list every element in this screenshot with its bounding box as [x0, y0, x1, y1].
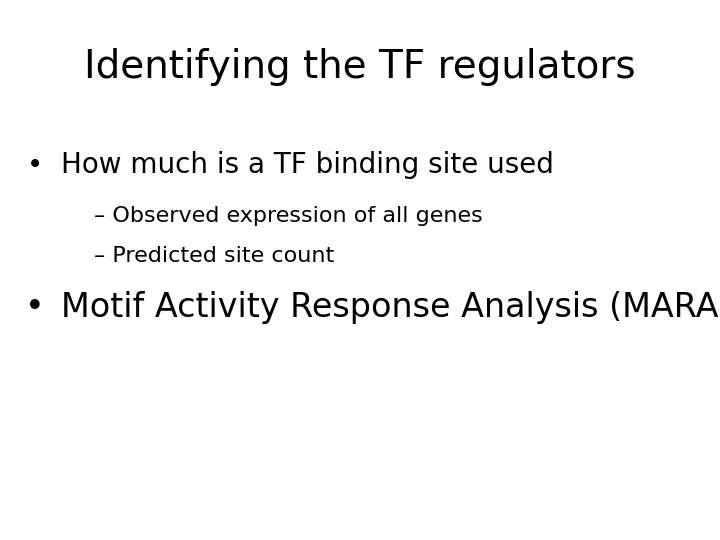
- Text: •: •: [27, 151, 42, 179]
- Text: – Predicted site count: – Predicted site count: [94, 246, 334, 267]
- Text: Motif Activity Response Analysis (MARA): Motif Activity Response Analysis (MARA): [61, 291, 720, 325]
- Text: – Observed expression of all genes: – Observed expression of all genes: [94, 206, 482, 226]
- Text: Identifying the TF regulators: Identifying the TF regulators: [84, 49, 636, 86]
- Text: How much is a TF binding site used: How much is a TF binding site used: [61, 151, 554, 179]
- Text: •: •: [24, 291, 45, 325]
